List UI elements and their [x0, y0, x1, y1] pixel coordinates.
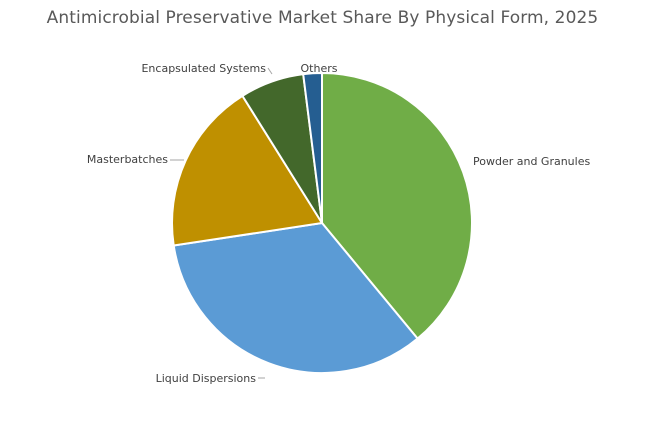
slice-label: Powder and Granules: [473, 155, 590, 168]
pie-slice-powder-and-granules: [321, 71, 473, 340]
slice-label: Liquid Dispersions: [156, 372, 257, 385]
chart-title: Antimicrobial Preservative Market Share …: [46, 8, 599, 28]
slice-label: Encapsulated Systems: [141, 62, 266, 75]
slice-label: Masterbatches: [87, 153, 168, 166]
pie-slice-liquid-dispersions: [172, 221, 420, 374]
pie-slice-others: [302, 71, 323, 224]
pie-slice-masterbatches: [171, 94, 324, 247]
slice-label: Others: [301, 62, 338, 75]
leader-line: [267, 67, 273, 75]
